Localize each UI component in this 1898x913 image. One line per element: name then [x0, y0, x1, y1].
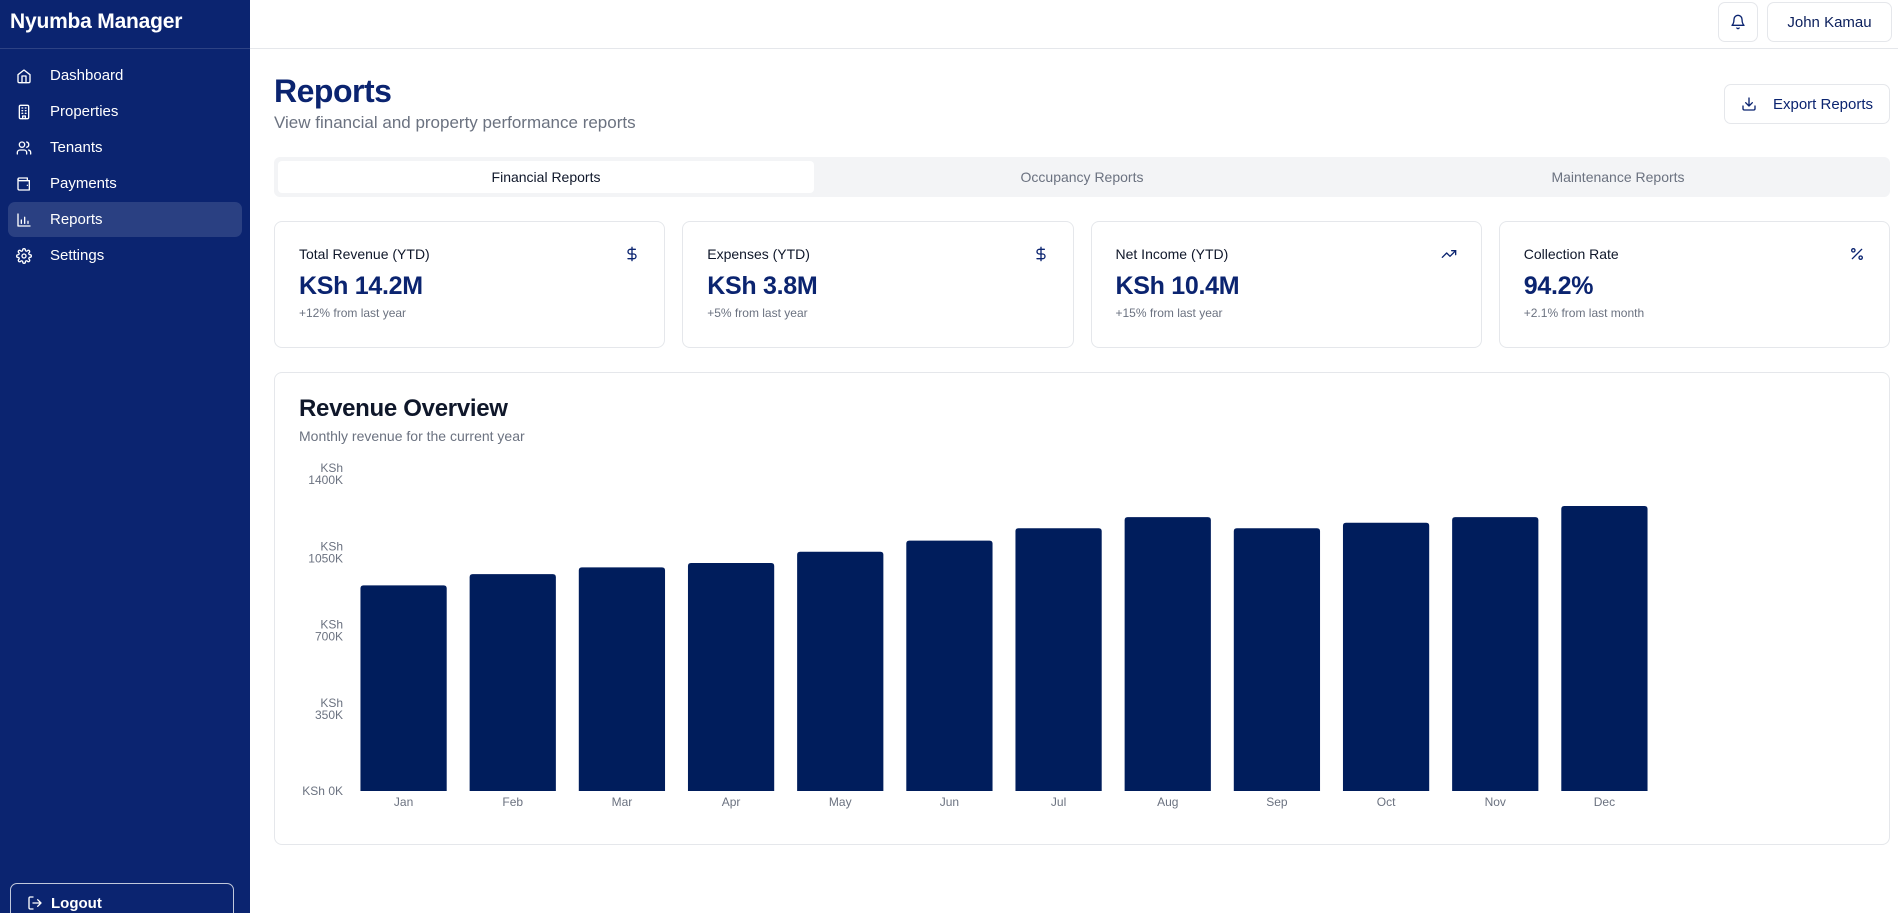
- revenue-overview-card: Revenue Overview Monthly revenue for the…: [274, 372, 1890, 845]
- logout-icon: [28, 896, 42, 910]
- report-tabs: Financial Reports Occupancy Reports Main…: [274, 157, 1890, 197]
- card-value: 94.2%: [1523, 272, 1594, 300]
- x-tick-label: Jul: [1051, 795, 1066, 809]
- x-tick-label: Mar: [612, 795, 633, 809]
- card-value: KSh 10.4M: [1115, 272, 1240, 300]
- y-tick-label: KSh 700K: [315, 618, 343, 644]
- users-icon: [16, 140, 32, 155]
- x-tick-label: Jan: [394, 795, 413, 809]
- bar-feb[interactable]: [469, 574, 556, 791]
- bar-chart-icon: [17, 212, 31, 227]
- tab-financial-reports[interactable]: Financial Reports: [278, 161, 814, 193]
- bar-jul[interactable]: [1015, 528, 1102, 791]
- x-tick-label: Feb: [502, 795, 523, 809]
- logout-label: Logout: [51, 894, 102, 912]
- y-tick-label: KSh 1050K: [308, 539, 343, 565]
- dollar-icon: [1033, 246, 1049, 262]
- download-icon: [1742, 97, 1756, 111]
- card-note: +15% from last year: [1115, 306, 1223, 320]
- bar-sep[interactable]: [1233, 528, 1321, 791]
- sidebar-item-label: Settings: [50, 247, 105, 264]
- bell-icon: [1731, 14, 1745, 30]
- card-title: Total Revenue (YTD): [299, 246, 430, 262]
- tab-maintenance-reports[interactable]: Maintenance Reports: [1551, 169, 1685, 185]
- tab-occupancy-reports[interactable]: Occupancy Reports: [1020, 169, 1144, 185]
- x-tick-label: Apr: [722, 795, 741, 809]
- y-tick-label: KSh 0K: [302, 784, 343, 798]
- bar-apr[interactable]: [687, 562, 775, 791]
- bar-may[interactable]: [797, 551, 884, 791]
- y-tick-label: KSh 1400K: [308, 461, 343, 487]
- card-note: +12% from last year: [299, 306, 407, 320]
- trending-up-icon: [1441, 246, 1457, 262]
- card-value: KSh 14.2M: [299, 272, 423, 300]
- export-reports-button[interactable]: Export Reports: [1724, 84, 1890, 124]
- x-tick-label: May: [829, 795, 852, 809]
- net-income-card: Net Income (YTD) KSh 10.4M +15% from las…: [1090, 221, 1482, 348]
- revenue-bar-chart: Jan Feb Mar Apr May Jun Jul Aug Sep Oct Nov Dec KSh …: [302, 461, 1648, 809]
- sidebar-item-payments[interactable]: Payments: [8, 166, 242, 201]
- card-note: +2.1% from last month: [1523, 306, 1645, 320]
- sidebar-item-reports[interactable]: Reports: [8, 202, 242, 237]
- revenue-overview-title: Revenue Overview: [299, 395, 508, 422]
- card-title: Collection Rate: [1523, 246, 1619, 262]
- bar-aug[interactable]: [1124, 517, 1211, 791]
- topbar: John Kamau: [250, 0, 1898, 49]
- sidebar-item-label: Tenants: [50, 139, 103, 156]
- bar-mar[interactable]: [578, 567, 666, 791]
- x-tick-label: Nov: [1485, 795, 1506, 809]
- card-title: Net Income (YTD): [1115, 246, 1229, 262]
- export-reports-label: Export Reports: [1772, 95, 1874, 113]
- total-revenue-card: Total Revenue (YTD) KSh 14.2M +12% from …: [274, 221, 666, 348]
- sidebar-item-tenants[interactable]: Tenants: [8, 130, 242, 165]
- card-value: KSh 3.8M: [707, 272, 818, 300]
- wallet-icon: [17, 176, 30, 191]
- summary-cards: Total Revenue (YTD) KSh 14.2M +12% from …: [274, 221, 1890, 348]
- gear-icon: [16, 247, 32, 264]
- bar-jan[interactable]: [360, 585, 447, 791]
- bar-nov[interactable]: [1452, 517, 1539, 791]
- user-menu-button[interactable]: John Kamau: [1767, 2, 1892, 42]
- sidebar-item-label: Payments: [50, 175, 117, 192]
- x-tick-label: Dec: [1594, 795, 1615, 809]
- sidebar-item-settings[interactable]: Settings: [8, 238, 242, 273]
- bar-jun[interactable]: [906, 540, 993, 791]
- notifications-button[interactable]: [1718, 2, 1758, 42]
- percent-icon: [1849, 246, 1865, 262]
- revenue-overview-subtitle: Monthly revenue for the current year: [299, 428, 525, 444]
- x-tick-label: Aug: [1157, 795, 1178, 809]
- card-note: +5% from last year: [707, 306, 808, 320]
- logout-button[interactable]: Logout: [10, 883, 234, 913]
- x-tick-label: Oct: [1377, 795, 1396, 809]
- building-icon: [18, 104, 30, 119]
- sidebar-item-properties[interactable]: Properties: [8, 94, 242, 129]
- x-tick-label: Sep: [1266, 795, 1288, 809]
- bar-dec[interactable]: [1561, 505, 1648, 791]
- page-title: Reports: [274, 73, 392, 109]
- sidebar-nav: Dashboard Properties Tenants Payments Re…: [0, 49, 250, 283]
- sidebar-item-label: Reports: [50, 211, 103, 228]
- sidebar-item-label: Dashboard: [50, 67, 124, 84]
- expenses-card: Expenses (YTD) KSh 3.8M +5% from last ye…: [682, 221, 1074, 348]
- x-tick-label: Jun: [940, 795, 959, 809]
- card-title: Expenses (YTD): [707, 246, 810, 262]
- app-title: Nyumba Manager: [0, 0, 250, 49]
- sidebar: Nyumba Manager Dashboard Properties Tena…: [0, 0, 250, 913]
- y-tick-label: KSh 350K: [315, 696, 343, 722]
- collection-rate-card: Collection Rate 94.2% +2.1% from last mo…: [1498, 221, 1890, 348]
- bar-oct[interactable]: [1342, 522, 1430, 791]
- dollar-icon: [624, 246, 640, 262]
- sidebar-item-label: Properties: [50, 103, 119, 120]
- page-subtitle: View financial and property performance …: [274, 113, 636, 132]
- home-icon: [17, 68, 31, 83]
- sidebar-item-dashboard[interactable]: Dashboard: [8, 58, 242, 93]
